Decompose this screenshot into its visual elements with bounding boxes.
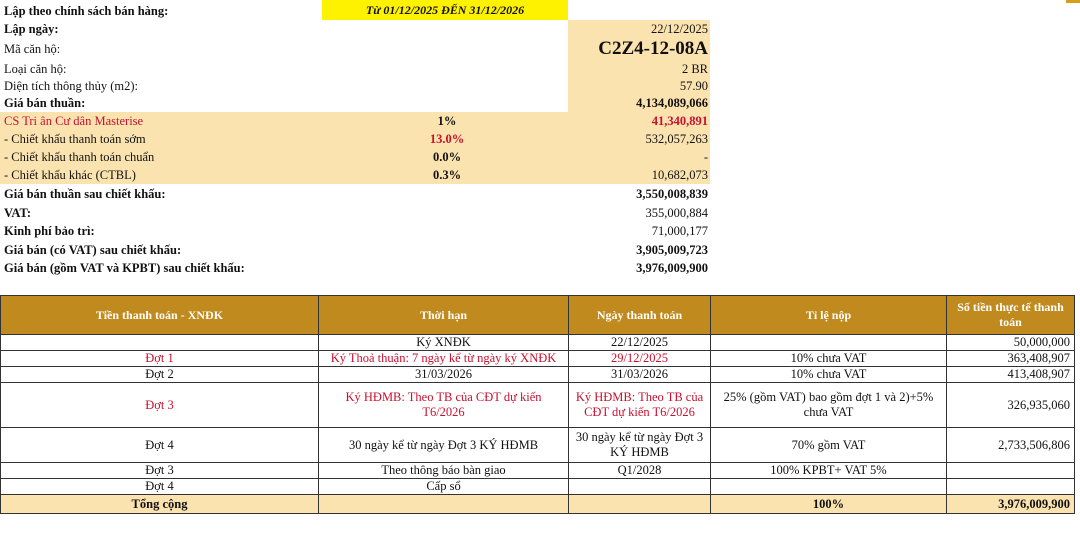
date-cell: Q1/2028	[568, 462, 711, 479]
with-vat-kpbt-value: 3,976,009,900	[636, 261, 708, 275]
table-row: Đợt 2 31/03/2026 31/03/2026 10% chưa VAT…	[0, 366, 1075, 383]
resident-pct: 1%	[437, 114, 457, 128]
after-discount-value: 3,550,008,839	[636, 187, 708, 201]
other-value: 10,682,073	[651, 168, 708, 182]
rate-cell: 10% chưa VAT	[710, 366, 947, 383]
phase-cell: Đợt 1	[0, 350, 319, 367]
unit-type-label: Loại căn hộ:	[4, 62, 67, 76]
date-cell	[568, 478, 711, 495]
term-cell: Ký HĐMB: Theo TB của CĐT dự kiến T6/2026	[318, 382, 569, 428]
other-pct: 0.3%	[432, 168, 462, 182]
date-cell: 29/12/2025	[568, 350, 711, 367]
date-cell: 31/03/2026	[568, 366, 711, 383]
date-cell: 22/12/2025	[568, 334, 711, 351]
table-row: Đợt 4 Cấp sổ	[0, 478, 1075, 495]
phase-cell: Đợt 2	[0, 366, 319, 383]
term-cell: 31/03/2026	[318, 366, 569, 383]
table-row: Đợt 4 30 ngày kể từ ngày Đợt 3 KÝ HĐMB 3…	[0, 427, 1075, 463]
total-rate: 100%	[710, 494, 947, 514]
phase-cell: Đợt 3	[0, 382, 319, 428]
early-label: - Chiết khấu thanh toán sớm	[4, 132, 146, 146]
rate-cell: 100% KPBT+ VAT 5%	[710, 462, 947, 479]
header-rate: Tỉ lệ nộp	[710, 295, 947, 335]
vat-label: VAT:	[4, 206, 32, 220]
table-row: Đợt 3 Ký HĐMB: Theo TB của CĐT dự kiến T…	[0, 382, 1075, 428]
phase-cell: Đợt 4	[0, 478, 319, 495]
net-price-value: 4,134,089,066	[636, 96, 708, 110]
phase-cell: Đợt 4	[0, 427, 319, 463]
date-value: 22/12/2025	[651, 22, 708, 36]
with-vat-kpbt-label: Giá bán (gồm VAT và KPBT) sau chiết khấu…	[4, 261, 245, 275]
amount-cell	[946, 462, 1075, 479]
amount-cell: 2,733,506,806	[946, 427, 1075, 463]
with-vat-value: 3,905,009,723	[636, 243, 708, 257]
total-amount: 3,976,009,900	[946, 494, 1075, 514]
corner-accent	[1066, 0, 1080, 3]
term-cell: Ký Thoả thuận: 7 ngày kể từ ngày ký XNĐK	[318, 350, 569, 367]
header-amount: Số tiền thực tế thanh toán	[946, 295, 1075, 335]
rate-cell	[710, 478, 947, 495]
term-cell: 30 ngày kể từ ngày Đợt 3 KÝ HĐMB	[318, 427, 569, 463]
unit-type: 2 BR	[681, 62, 708, 76]
standard-value: -	[703, 150, 708, 164]
amount-cell	[946, 478, 1075, 495]
total-label: Tổng cộng	[0, 494, 319, 514]
early-value: 532,057,263	[645, 132, 709, 146]
resident-label: CS Tri ân Cư dân Masterise	[4, 114, 144, 128]
payment-schedule-table: Tiền thanh toán - XNĐK Thời hạn Ngày tha…	[0, 295, 1075, 514]
policy-period: Từ 01/12/2025 ĐẾN 31/12/2026	[322, 0, 568, 20]
net-price-label: Giá bán thuần:	[4, 96, 86, 110]
phase-cell	[0, 334, 319, 351]
vat-value: 355,000,884	[645, 206, 709, 220]
with-vat-label: Giá bán (có VAT) sau chiết khấu:	[4, 243, 182, 257]
discount-highlight	[0, 112, 710, 184]
unit-info-highlight	[568, 20, 710, 112]
unit-code-label: Mã căn hộ:	[4, 42, 61, 56]
rate-cell: 25% (gồm VAT) bao gồm đợt 1 và 2)+5% chư…	[710, 382, 947, 428]
table-header-row: Tiền thanh toán - XNĐK Thời hạn Ngày tha…	[0, 295, 1075, 335]
header-phase: Tiền thanh toán - XNĐK	[0, 295, 319, 335]
table-row: Ký XNĐK 22/12/2025 50,000,000	[0, 334, 1075, 351]
date-label: Lập ngày:	[4, 22, 59, 36]
rate-cell: 70% gồm VAT	[710, 427, 947, 463]
term-cell: Cấp sổ	[318, 478, 569, 495]
table-row: Đợt 1 Ký Thoả thuận: 7 ngày kể từ ngày k…	[0, 350, 1075, 367]
amount-cell: 363,408,907	[946, 350, 1075, 367]
amount-cell: 413,408,907	[946, 366, 1075, 383]
area-label: Diện tích thông thủy (m2):	[4, 79, 139, 93]
phase-cell: Đợt 3	[0, 462, 319, 479]
unit-code: C2Z4-12-08A	[598, 38, 708, 59]
header-term: Thời hạn	[318, 295, 569, 335]
maintenance-value: 71,000,177	[651, 224, 708, 238]
total-date-empty	[568, 494, 711, 514]
date-cell: Ký HĐMB: Theo TB của CĐT dự kiến T6/2026	[568, 382, 711, 428]
total-row: Tổng cộng 100% 3,976,009,900	[0, 494, 1075, 514]
term-cell: Theo thông báo bàn giao	[318, 462, 569, 479]
resident-value: 41,340,891	[651, 114, 708, 128]
after-discount-label: Giá bán thuần sau chiết khấu:	[4, 187, 166, 201]
early-pct: 13.0%	[429, 132, 465, 146]
date-cell: 30 ngày kể từ ngày Đợt 3 KÝ HĐMB	[568, 427, 711, 463]
maintenance-label: Kinh phí bảo trì:	[4, 224, 95, 238]
total-term-empty	[318, 494, 569, 514]
area-value: 57.90	[679, 79, 708, 93]
policy-label: Lập theo chính sách bán hàng:	[4, 4, 169, 18]
amount-cell: 50,000,000	[946, 334, 1075, 351]
rate-cell	[710, 334, 947, 351]
standard-label: - Chiết khấu thanh toán chuẩn	[4, 150, 155, 164]
standard-pct: 0.0%	[432, 150, 462, 164]
header-date: Ngày thanh toán	[568, 295, 711, 335]
other-label: - Chiết khấu khác (CTBL)	[4, 168, 136, 182]
amount-cell: 326,935,060	[946, 382, 1075, 428]
rate-cell: 10% chưa VAT	[710, 350, 947, 367]
table-row: Đợt 3 Theo thông báo bàn giao Q1/2028 10…	[0, 462, 1075, 479]
term-cell: Ký XNĐK	[318, 334, 569, 351]
